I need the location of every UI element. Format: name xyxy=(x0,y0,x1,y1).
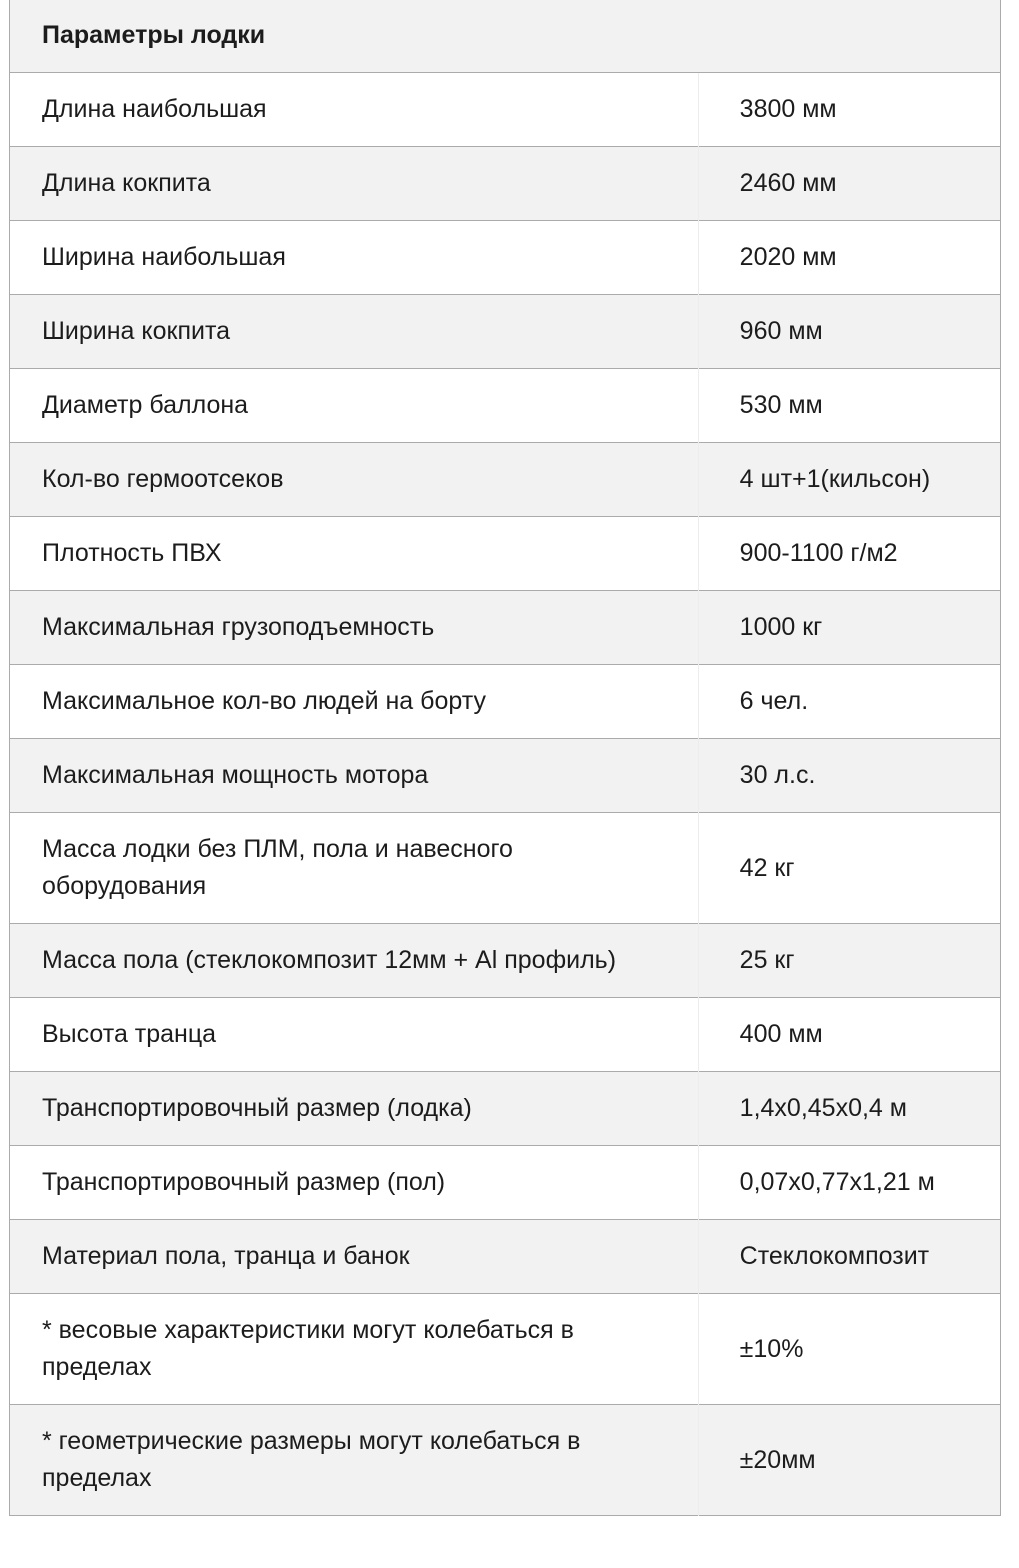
param-value: 0,07х0,77х1,21 м xyxy=(697,1145,1001,1220)
table-body: Длина наибольшая 3800 мм Длина кокпита 2460… xyxy=(9,72,1001,1516)
param-value: 2020 мм xyxy=(697,220,1001,295)
param-label: Масса лодки без ПЛМ, пола и навесного об… xyxy=(9,812,699,924)
param-label: Максимальная мощность мотора xyxy=(9,738,699,813)
param-value: 25 кг xyxy=(697,923,1001,998)
param-value: 1000 кг xyxy=(697,590,1001,665)
param-value: 42 кг xyxy=(697,812,1001,924)
table-row: Максимальная грузоподъемность 1000 кг xyxy=(9,590,1001,665)
param-value: ±10% xyxy=(697,1293,1001,1405)
table-row: Длина наибольшая 3800 мм xyxy=(9,72,1001,147)
param-value: 4 шт+1(кильсон) xyxy=(697,442,1001,517)
table-row: Высота транца 400 мм xyxy=(9,997,1001,1072)
param-value: 30 л.с. xyxy=(697,738,1001,813)
param-value: 2460 мм xyxy=(697,146,1001,221)
param-value: 1,4х0,45х0,4 м xyxy=(697,1071,1001,1146)
table-row: Масса лодки без ПЛМ, пола и навесного об… xyxy=(9,812,1001,924)
table-title-row: Параметры лодки xyxy=(9,0,1001,73)
param-label: Ширина кокпита xyxy=(9,294,699,369)
table-row: Транспортировочный размер (лодка) 1,4х0,4… xyxy=(9,1071,1001,1146)
param-label: Длина наибольшая xyxy=(9,72,699,147)
table-row: Масса пола (стеклокомпозит 12мм + Al про… xyxy=(9,923,1001,998)
table-row: Ширина наибольшая 2020 мм xyxy=(9,220,1001,295)
table-header: Параметры лодки xyxy=(9,0,1001,73)
table-row: Диаметр баллона 530 мм xyxy=(9,368,1001,443)
param-label: * весовые характеристики могут колебатьс… xyxy=(9,1293,699,1405)
param-value: 400 мм xyxy=(697,997,1001,1072)
table-row: Транспортировочный размер (пол) 0,07х0,77… xyxy=(9,1145,1001,1220)
table-row: Плотность ПВХ 900-1100 г/м2 xyxy=(9,516,1001,591)
param-value: 900-1100 г/м2 xyxy=(697,516,1001,591)
param-label: Максимальная грузоподъемность xyxy=(9,590,699,665)
param-value: ±20мм xyxy=(697,1404,1001,1516)
param-label: Максимальное кол-во людей на борту xyxy=(9,664,699,739)
param-label: Масса пола (стеклокомпозит 12мм + Al про… xyxy=(9,923,699,998)
param-value: 6 чел. xyxy=(697,664,1001,739)
param-label: Ширина наибольшая xyxy=(9,220,699,295)
param-label: * геометрические размеры могут колебатьс… xyxy=(9,1404,699,1516)
table-row: Максимальная мощность мотора 30 л.с. xyxy=(9,738,1001,813)
param-label: Длина кокпита xyxy=(9,146,699,221)
table-row: * геометрические размеры могут колебатьс… xyxy=(9,1404,1001,1516)
param-label: Плотность ПВХ xyxy=(9,516,699,591)
param-value: Стеклокомпозит xyxy=(697,1219,1001,1294)
param-label: Материал пола, транца и банок xyxy=(9,1219,699,1294)
table-row: Ширина кокпита 960 мм xyxy=(9,294,1001,369)
table-title: Параметры лодки xyxy=(9,0,1001,73)
param-label: Диаметр баллона xyxy=(9,368,699,443)
param-label: Транспортировочный размер (лодка) xyxy=(9,1071,699,1146)
param-label: Кол-во гермоотсеков xyxy=(9,442,699,517)
table-row: Кол-во гермоотсеков 4 шт+1(кильсон) xyxy=(9,442,1001,517)
param-label: Транспортировочный размер (пол) xyxy=(9,1145,699,1220)
table-row: * весовые характеристики могут колебатьс… xyxy=(9,1293,1001,1405)
param-value: 530 мм xyxy=(697,368,1001,443)
table-row: Материал пола, транца и банок Стеклокомпо… xyxy=(9,1219,1001,1294)
param-label: Высота транца xyxy=(9,997,699,1072)
table-row: Длина кокпита 2460 мм xyxy=(9,146,1001,221)
param-value: 960 мм xyxy=(697,294,1001,369)
boat-specs-table: Параметры лодки Длина наибольшая 3800 мм Д… xyxy=(9,0,1001,1516)
param-value: 3800 мм xyxy=(697,72,1001,147)
table-row: Максимальное кол-во людей на борту 6 чел. xyxy=(9,664,1001,739)
boat-specs-section: Параметры лодки Длина наибольшая 3800 мм Д… xyxy=(9,0,1001,1516)
